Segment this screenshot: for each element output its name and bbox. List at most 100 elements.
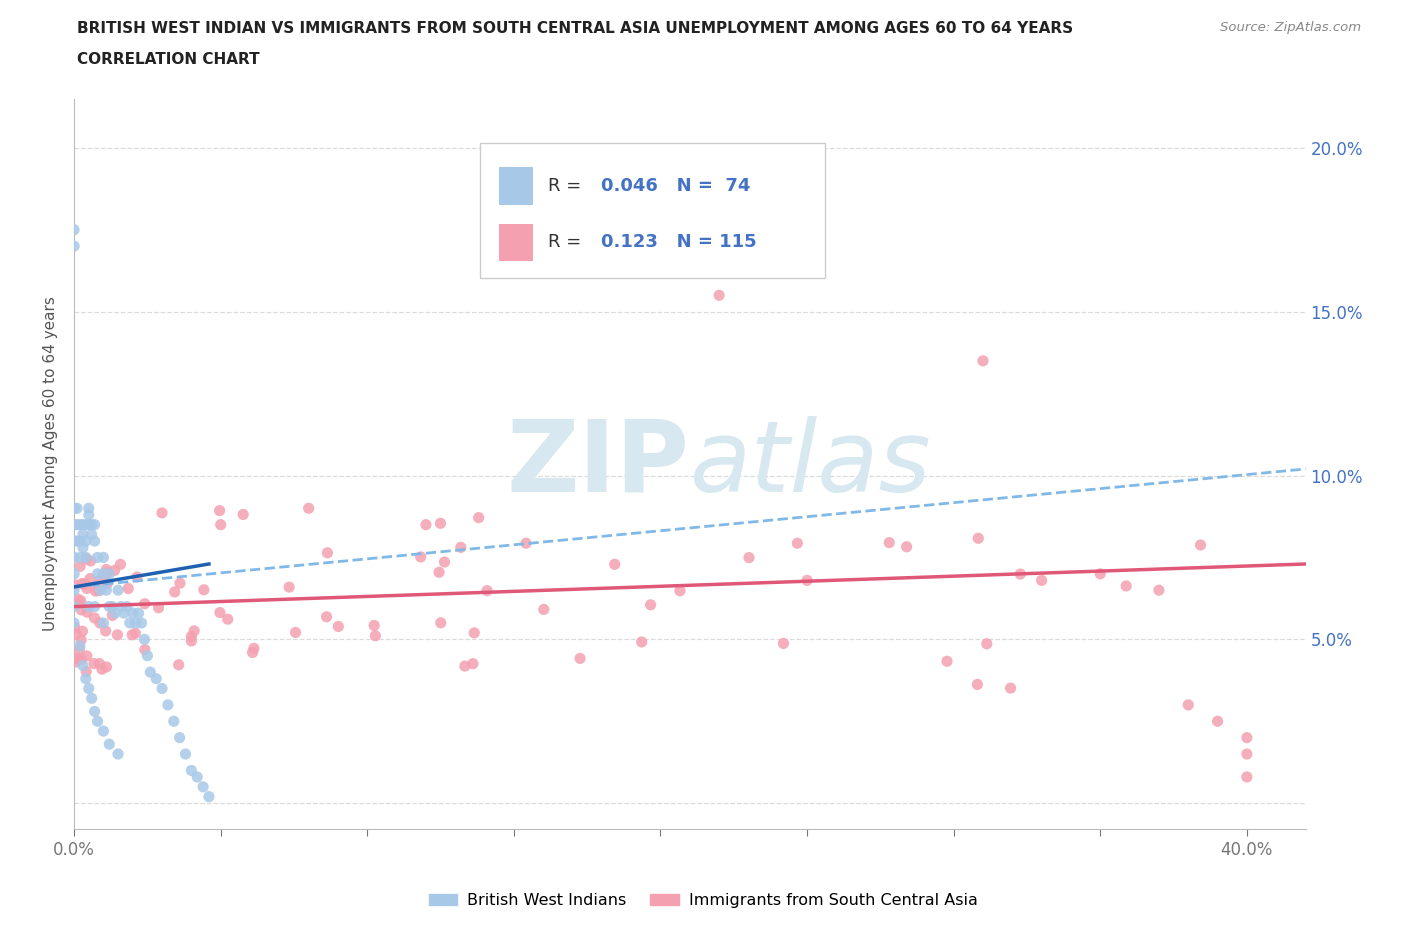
- Point: [118, 616, 141, 631]
- Point: [150, 681, 173, 696]
- FancyBboxPatch shape: [481, 142, 825, 278]
- Point: [169, 576, 191, 591]
- Point: [75, 551, 97, 566]
- Point: [591, 222, 613, 237]
- Point: [93, 566, 115, 581]
- Point: [180, 633, 202, 648]
- Point: [84, 584, 107, 599]
- Point: [183, 623, 205, 638]
- Point: [63, 566, 86, 581]
- Point: [180, 629, 202, 644]
- Point: [72, 658, 94, 673]
- Point: [80, 691, 103, 706]
- Point: [98, 737, 121, 751]
- Point: [89, 657, 111, 671]
- Point: [69, 596, 91, 611]
- Point: [145, 671, 167, 686]
- Point: [96, 583, 118, 598]
- Point: [89, 583, 111, 598]
- Point: [83, 599, 105, 614]
- Point: [77, 517, 100, 532]
- Point: [966, 677, 988, 692]
- Point: [208, 503, 231, 518]
- Point: [134, 596, 156, 611]
- Point: [121, 628, 143, 643]
- Point: [76, 648, 98, 663]
- Point: [104, 563, 127, 578]
- Point: [63, 616, 86, 631]
- Point: [976, 636, 998, 651]
- Point: [107, 583, 129, 598]
- Point: [1031, 573, 1053, 588]
- Point: [1147, 583, 1170, 598]
- Point: [67, 642, 90, 657]
- Point: [429, 616, 451, 631]
- Point: [75, 671, 97, 686]
- Point: [77, 681, 100, 696]
- Point: [121, 605, 143, 620]
- Point: [1115, 578, 1137, 593]
- Point: [427, 565, 450, 579]
- Point: [433, 554, 456, 569]
- Point: [209, 517, 232, 532]
- Text: BRITISH WEST INDIAN VS IMMIGRANTS FROM SOUTH CENTRAL ASIA UNEMPLOYMENT AMONG AGE: BRITISH WEST INDIAN VS IMMIGRANTS FROM S…: [77, 21, 1073, 36]
- Point: [208, 605, 231, 620]
- Point: [86, 714, 108, 729]
- Point: [1236, 747, 1258, 762]
- Point: [77, 599, 100, 614]
- Point: [79, 571, 101, 586]
- Point: [163, 584, 186, 599]
- Point: [69, 639, 91, 654]
- Point: [75, 517, 97, 532]
- Point: [363, 618, 385, 633]
- Point: [174, 747, 197, 762]
- Point: [98, 599, 121, 614]
- Point: [461, 657, 484, 671]
- Point: [66, 591, 89, 606]
- Point: [772, 636, 794, 651]
- Point: [124, 616, 146, 631]
- Point: [83, 534, 105, 549]
- Point: [90, 662, 112, 677]
- Point: [63, 583, 86, 598]
- Point: [86, 550, 108, 565]
- Point: [169, 730, 191, 745]
- Point: [364, 629, 387, 644]
- Point: [96, 565, 118, 580]
- Point: [1206, 714, 1229, 729]
- FancyBboxPatch shape: [499, 167, 533, 205]
- Point: [409, 550, 432, 565]
- Point: [66, 517, 89, 532]
- Point: [193, 582, 215, 597]
- Text: 0.046   N =  74: 0.046 N = 74: [602, 177, 751, 195]
- Point: [669, 583, 692, 598]
- Point: [786, 536, 808, 551]
- Y-axis label: Unemployment Among Ages 60 to 64 years: Unemployment Among Ages 60 to 64 years: [44, 297, 58, 631]
- Point: [136, 648, 159, 663]
- Text: ZIP: ZIP: [508, 416, 690, 512]
- Text: CORRELATION CHART: CORRELATION CHART: [77, 52, 260, 67]
- Point: [707, 288, 730, 303]
- Point: [242, 645, 264, 660]
- Point: [107, 747, 129, 762]
- Point: [1010, 566, 1032, 581]
- Point: [70, 652, 93, 667]
- Point: [96, 576, 118, 591]
- Point: [69, 517, 91, 532]
- Point: [63, 620, 86, 635]
- Point: [98, 566, 121, 581]
- Point: [77, 501, 100, 516]
- Point: [93, 616, 115, 631]
- Point: [76, 604, 98, 619]
- Point: [69, 559, 91, 574]
- Text: 0.123   N = 115: 0.123 N = 115: [602, 233, 756, 251]
- Point: [89, 616, 111, 631]
- FancyBboxPatch shape: [499, 223, 533, 261]
- Point: [972, 353, 994, 368]
- Point: [198, 790, 221, 804]
- Point: [75, 534, 97, 549]
- Point: [156, 698, 179, 712]
- Point: [77, 508, 100, 523]
- Point: [115, 599, 138, 614]
- Point: [463, 626, 485, 641]
